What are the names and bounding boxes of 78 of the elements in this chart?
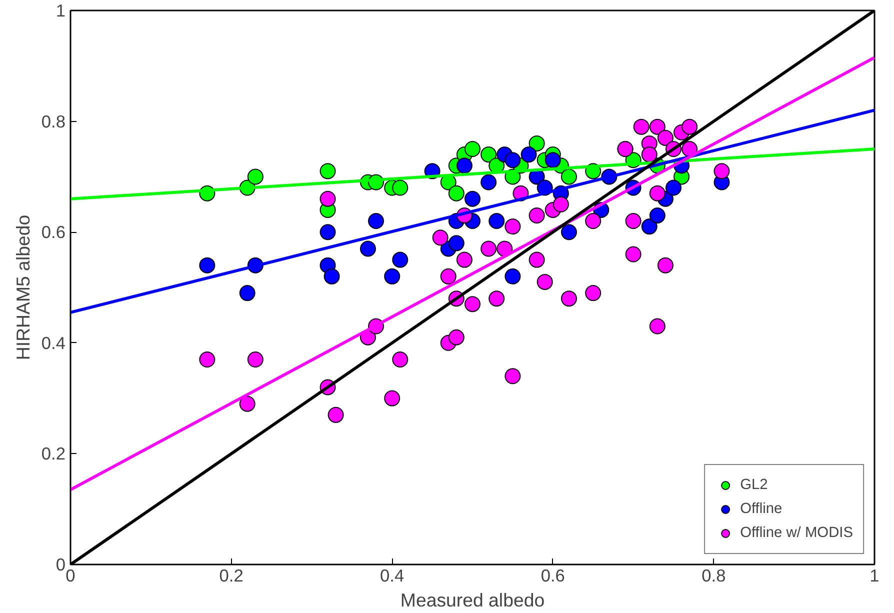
point	[585, 213, 602, 230]
x-tick-label: 0.2	[219, 566, 244, 586]
x-axis-title: Measured albedo	[400, 590, 545, 610]
point	[504, 218, 521, 235]
point	[247, 352, 264, 368]
point	[392, 352, 408, 368]
point	[714, 163, 730, 180]
legend-label: GL2	[740, 477, 768, 493]
point	[247, 168, 264, 185]
point	[649, 118, 666, 135]
point	[552, 196, 569, 212]
point	[392, 252, 408, 268]
point	[448, 185, 464, 202]
point	[392, 180, 408, 196]
x-tick-label: 0.8	[702, 566, 726, 586]
point	[625, 213, 642, 230]
point	[480, 240, 497, 257]
point	[448, 235, 464, 252]
point	[432, 230, 448, 246]
point	[368, 213, 384, 230]
y-tick-label: 0.6	[41, 222, 66, 242]
point	[384, 390, 400, 406]
point	[320, 163, 336, 180]
y-axis-title: HIRHAM5 albedo	[12, 214, 34, 360]
point	[480, 146, 497, 163]
point	[560, 168, 577, 185]
point	[464, 141, 480, 157]
point	[239, 396, 256, 412]
point	[649, 318, 666, 334]
point	[536, 274, 553, 290]
x-tick-label: 0.4	[380, 566, 405, 586]
point	[199, 352, 216, 368]
y-tick-label: 1	[56, 0, 66, 20]
point	[544, 152, 561, 168]
point	[504, 268, 521, 284]
y-tick-label: 0.8	[41, 111, 66, 132]
point	[633, 118, 650, 135]
point	[448, 329, 464, 346]
point	[199, 257, 216, 274]
point	[585, 285, 602, 302]
legend-label: Offline w/ MODIS	[740, 525, 853, 541]
y-tick-label: 0.2	[41, 444, 66, 464]
point	[464, 190, 480, 207]
point	[504, 368, 521, 384]
point	[520, 146, 537, 163]
point	[440, 268, 456, 284]
point	[528, 252, 545, 268]
point	[464, 296, 480, 312]
point	[328, 406, 344, 423]
point	[641, 218, 658, 235]
point	[480, 174, 497, 190]
point	[528, 135, 545, 152]
point	[320, 224, 336, 240]
point	[456, 252, 472, 268]
point	[488, 213, 505, 230]
point	[649, 185, 666, 202]
point	[488, 290, 505, 307]
point	[657, 130, 674, 146]
point	[560, 224, 577, 240]
point	[625, 246, 642, 262]
y-tick-label: 0.4	[41, 332, 66, 353]
point	[666, 180, 682, 196]
point	[560, 290, 577, 307]
legend-label: Offline	[740, 501, 782, 517]
point	[657, 257, 674, 274]
point	[360, 240, 376, 257]
point	[649, 207, 666, 224]
point	[641, 146, 658, 163]
point	[456, 158, 472, 174]
point	[384, 268, 400, 284]
point	[324, 268, 340, 284]
point	[320, 190, 336, 207]
x-tick-label: 1	[870, 566, 880, 586]
point	[239, 285, 256, 302]
point	[528, 207, 545, 224]
x-tick-label: 0.6	[540, 566, 565, 586]
point	[504, 152, 521, 168]
point	[682, 118, 698, 135]
